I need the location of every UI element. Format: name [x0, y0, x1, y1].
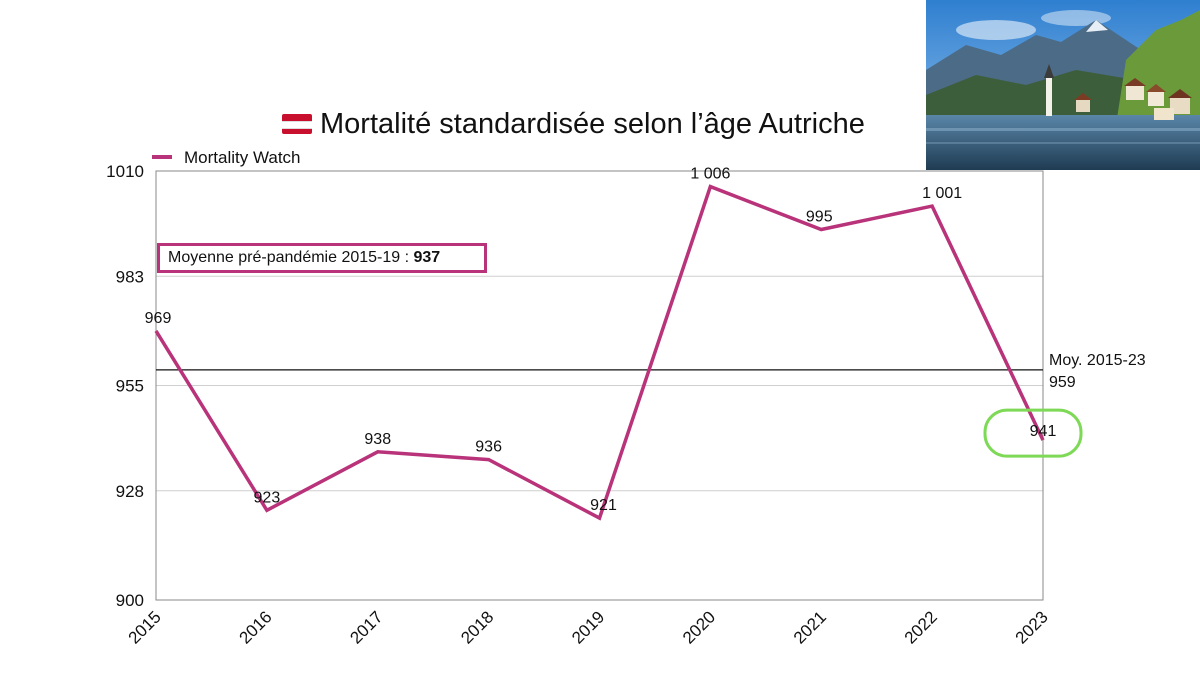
chart-title-text: Mortalité standardisée selon l’âge Autri…	[320, 108, 865, 140]
x-tick-label: 2019	[568, 607, 608, 647]
y-tick-label: 928	[116, 482, 144, 501]
austria-flag-icon	[282, 114, 312, 134]
y-tick-label: 983	[116, 267, 144, 286]
annotation-value: 937	[413, 249, 441, 266]
x-tick-label: 2023	[1012, 607, 1052, 647]
annotation-text: Moyenne pré-pandémie 2015-19 :	[168, 249, 414, 266]
reference-line-label-value: 959	[1049, 374, 1076, 391]
x-tick-label: 2018	[457, 607, 497, 647]
x-tick-label: 2016	[236, 607, 276, 647]
y-tick-label: 900	[116, 591, 144, 610]
x-tick-label: 2022	[901, 607, 941, 647]
grid-lines	[156, 275, 1043, 492]
x-tick-label: 2017	[346, 607, 386, 647]
chart-title: Mortalité standardisée selon l’âge Autri…	[282, 108, 865, 141]
reference-line-label: Moy. 2015-23 959	[1049, 350, 1146, 394]
series-line-mortality-watch	[154, 184, 1045, 521]
data-label: 936	[475, 439, 502, 456]
data-labels: 969 923 938 936 921 1 006 995 1 001 941	[145, 166, 1057, 514]
reference-line-label-title: Moy. 2015-23	[1049, 352, 1146, 369]
x-tick-label: 2020	[679, 607, 719, 647]
data-label: 1 006	[690, 166, 730, 183]
data-label: 1 001	[922, 185, 962, 202]
data-label: 941	[1030, 423, 1057, 440]
data-label: 923	[254, 489, 281, 506]
legend-swatch	[152, 154, 172, 159]
hallstatt-landscape-photo	[926, 0, 1200, 170]
highlight-ring-2023	[983, 408, 1083, 458]
legend: Mortality Watch	[152, 148, 301, 168]
data-label: 921	[590, 497, 617, 514]
y-tick-label: 1010	[106, 162, 144, 181]
legend-label: Mortality Watch	[184, 148, 301, 167]
data-label: 995	[806, 209, 833, 226]
y-axis-ticks: 900 928 955 983 1010	[106, 162, 144, 610]
data-label: 938	[364, 431, 391, 448]
pre-pandemic-average-annotation: Moyenne pré-pandémie 2015-19 : 937	[157, 243, 487, 273]
x-tick-label: 2015	[125, 607, 165, 647]
x-axis-ticks: 2015 2016 2017 2018 2019 2020 2021 2022 2023	[125, 607, 1052, 647]
plot-frame	[155, 170, 1044, 601]
data-label: 969	[145, 310, 172, 327]
x-tick-label: 2021	[790, 607, 830, 647]
y-tick-label: 955	[116, 377, 144, 396]
